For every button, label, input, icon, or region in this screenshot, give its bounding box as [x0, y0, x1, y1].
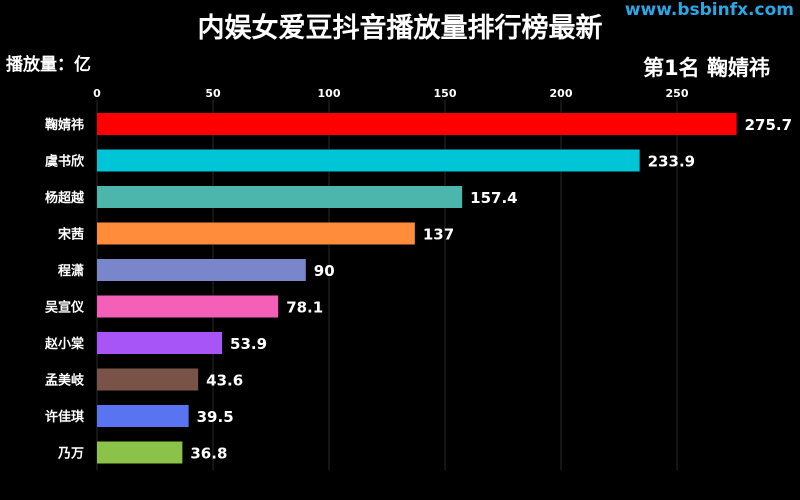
bar-3 [97, 222, 415, 245]
value-label-2: 157.4 [470, 189, 517, 207]
value-label-3: 137 [423, 226, 454, 244]
category-label-0: 鞠婧祎 [45, 117, 84, 133]
x-tick-label-3: 150 [434, 87, 457, 100]
x-tick-label-1: 50 [205, 87, 221, 100]
category-label-4: 程潇 [58, 263, 84, 279]
bar-9 [97, 441, 183, 464]
value-label-1: 233.9 [648, 153, 695, 171]
x-tick-label-5: 250 [666, 87, 689, 100]
category-label-5: 吴宣仪 [45, 300, 85, 316]
value-label-4: 90 [314, 262, 335, 280]
bar-2 [97, 186, 463, 208]
leader-label: 第1名 鞠婧祎 [643, 56, 770, 80]
category-label-1: 虞书欣 [45, 154, 85, 170]
bar-7 [97, 368, 199, 391]
watermark: www.bsbinfx.com [624, 0, 794, 20]
bar-1 [97, 149, 640, 172]
category-label-7: 孟美岐 [45, 373, 85, 389]
chart-title: 内娱女爱豆抖音播放量排行榜最新 [197, 13, 603, 44]
value-label-7: 43.6 [206, 372, 243, 390]
x-tick-label-0: 0 [93, 87, 101, 100]
bar-0 [97, 113, 737, 135]
value-label-5: 78.1 [286, 299, 323, 317]
unit-label: 播放量：亿 [6, 55, 91, 75]
bar-8 [97, 405, 189, 427]
value-label-6: 53.9 [230, 335, 267, 353]
x-tick-label-2: 100 [318, 87, 341, 100]
category-label-3: 宋茜 [57, 227, 84, 243]
category-label-2: 杨超越 [45, 190, 85, 206]
category-label-8: 许佳琪 [45, 409, 84, 425]
category-label-9: 乃万 [57, 447, 84, 462]
bar-6 [97, 332, 223, 354]
value-label-8: 39.5 [197, 408, 234, 426]
value-label-9: 36.8 [190, 445, 227, 463]
bar-4 [97, 259, 306, 281]
x-tick-label-4: 200 [550, 87, 573, 100]
bar-5 [97, 295, 279, 318]
value-label-0: 275.7 [745, 116, 792, 134]
category-label-6: 赵小棠 [44, 336, 85, 352]
